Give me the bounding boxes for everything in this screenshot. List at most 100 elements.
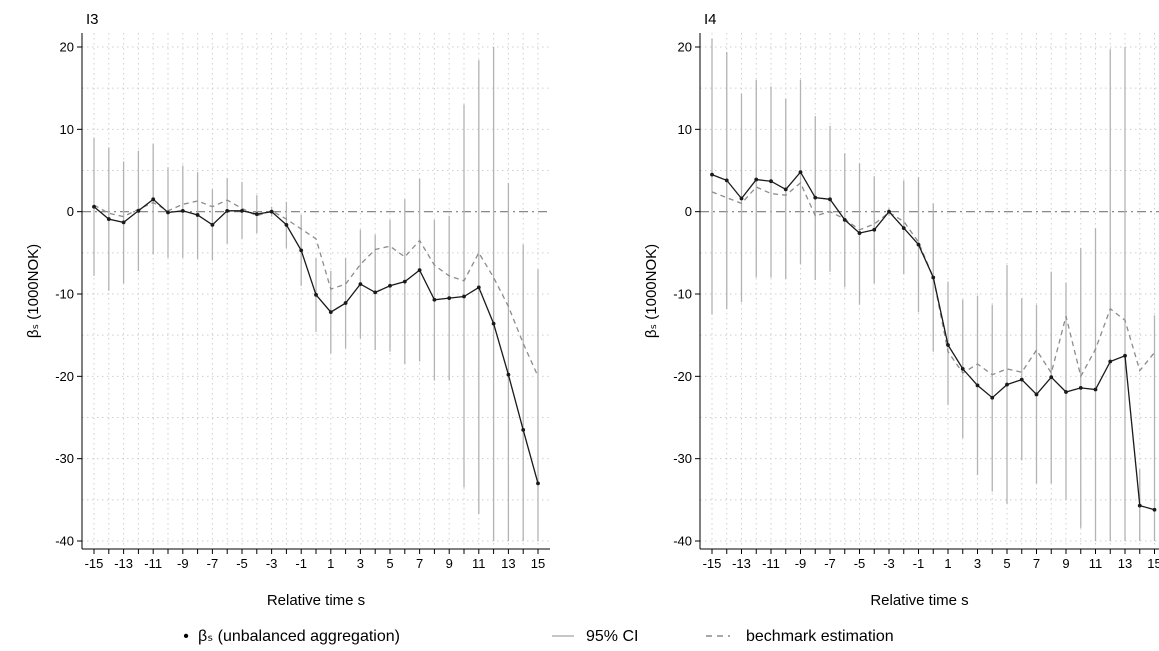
y-tick-label: -10 [55,287,74,302]
coefficient-point [121,220,126,225]
y-tick-label: 0 [67,204,74,219]
coefficient-point [417,268,422,273]
x-tick-label: -9 [177,556,189,571]
x-tick-label: 11 [472,556,486,571]
coefficient-point [373,290,378,295]
coefficient-point [931,275,936,280]
coefficient-point [195,213,200,217]
coefficient-point [240,208,244,213]
x-tick-label: -15 [703,556,722,571]
coefficient-point [447,296,452,301]
y-tick-label: 20 [678,40,692,55]
x-tick-label: -9 [795,556,807,571]
coefficient-point [1064,390,1068,394]
panel-title: I3 [86,11,99,28]
x-tick-label: 15 [1147,556,1159,571]
x-tick-label: 1 [944,556,951,571]
y-tick-label: -40 [55,534,74,549]
coefficient-point [842,218,847,222]
coefficient-point [1108,359,1113,364]
y-tick-label: 0 [685,204,692,219]
y-tick-label: -40 [673,534,692,549]
coefficient-point [476,285,481,290]
coefficient-point [299,248,304,253]
x-tick-label: -5 [854,556,866,571]
y-tick-label: 20 [60,40,74,55]
legend-label-coef: βₛ (unbalanced aggregation) [198,628,400,645]
x-tick-label: 1 [327,556,334,571]
x-tick-label: -15 [85,556,104,571]
coefficient-point [1123,353,1127,358]
coefficient-point [1034,392,1039,397]
coefficient-point [210,222,215,227]
y-tick-label: 10 [678,122,692,137]
x-tick-label: 9 [1062,556,1069,571]
coefficient-point [990,395,995,400]
coefficient-point [358,282,363,287]
coefficient-point [106,217,111,221]
coefficient-point [180,208,185,213]
x-tick-label: -7 [207,556,219,571]
x-tick-label: 3 [357,556,364,571]
coefficient-point [872,227,877,232]
x-tick-label: 15 [531,556,545,571]
coefficient-point [1093,387,1098,392]
y-axis-title: βₛ (1000NOK) [25,244,42,338]
x-axis-title: Relative time s [870,592,968,609]
x-tick-label: 5 [1003,556,1010,571]
x-tick-label: 9 [446,556,453,571]
coefficient-point [1078,385,1083,390]
coefficient-point [491,321,496,326]
x-tick-label: 11 [1089,556,1103,571]
coefficient-point [343,301,348,305]
legend-marker-coef: • [183,628,189,645]
x-tick-label: -3 [883,556,895,571]
coefficient-point [975,383,980,388]
coefficient-point [724,178,729,183]
x-tick-label: -1 [295,556,307,571]
coefficient-point [901,226,906,231]
x-tick-label: 3 [974,556,981,571]
coefficient-point [151,197,156,202]
plot-marks [710,38,1157,541]
coefficient-point [710,172,714,177]
legend-label-ci: 95% CI [586,628,638,645]
coefficient-point [754,177,759,182]
coefficient-point [813,195,818,200]
coefficient-point [1049,375,1054,380]
x-tick-label: -13 [732,556,751,571]
coefficient-point [506,372,511,377]
x-tick-label: -3 [266,556,278,571]
x-tick-label: -1 [913,556,925,571]
coefficient-point [462,294,466,299]
coefficient-point [887,209,891,214]
coefficient-point [388,283,392,288]
coefficient-point [536,481,540,486]
y-tick-label: -20 [673,369,692,384]
coefficient-point [328,310,333,315]
coefficient-point [432,297,437,302]
y-axis-title: βₛ (1000NOK) [643,244,660,338]
coefficient-point [1019,377,1024,382]
coefficient-point [857,231,862,235]
y-tick-label: -20 [55,369,74,384]
coefficient-point [783,187,788,192]
coefficient-point [269,209,274,214]
x-tick-label: -13 [114,556,133,571]
legend: • βₛ (unbalanced aggregation) 95% CI bec… [183,628,893,645]
y-tick-label: -10 [673,287,692,302]
coefficient-point [798,170,803,175]
coefficient-line [93,198,539,484]
coefficient-point [284,222,289,227]
y-tick-label: -30 [55,451,74,466]
x-axis-title: Relative time s [267,592,365,609]
coefficient-point [960,367,965,371]
coefficient-point [314,292,318,297]
coefficient-point [946,343,950,347]
coefficient-point [916,242,921,247]
x-tick-label: 7 [1033,556,1040,571]
coefficient-point [521,427,526,432]
benchmark-line [711,181,1156,379]
coefficient-point [254,212,259,217]
